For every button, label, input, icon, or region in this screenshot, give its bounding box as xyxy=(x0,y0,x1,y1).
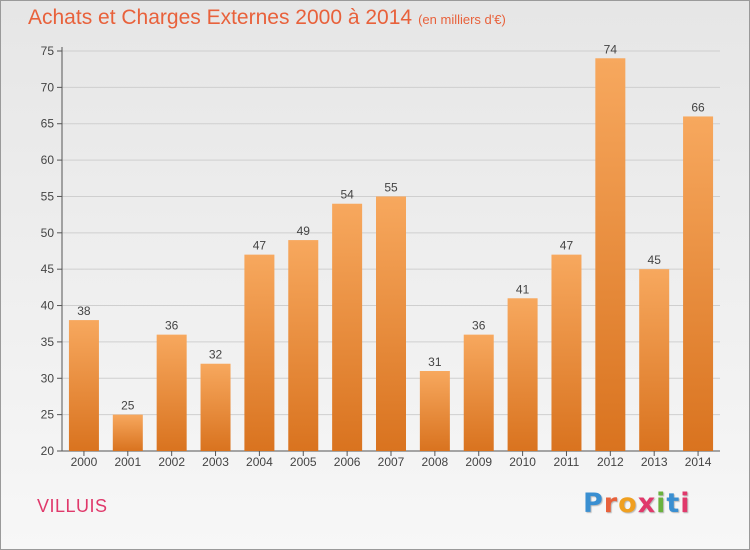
x-tick-label: 2003 xyxy=(202,455,229,469)
x-tick-label: 2008 xyxy=(422,455,449,469)
chart-subtitle: (en milliers d'€) xyxy=(418,12,506,27)
x-tick-label: 2014 xyxy=(685,455,712,469)
y-tick-label: 70 xyxy=(41,80,55,94)
y-tick-label: 40 xyxy=(41,299,55,313)
bar-value-label: 55 xyxy=(384,180,398,194)
logo-letter: i xyxy=(656,488,667,519)
bar xyxy=(200,363,231,451)
x-tick-label: 2011 xyxy=(554,455,580,469)
y-tick-label: 20 xyxy=(41,444,55,458)
bar-value-label: 36 xyxy=(165,319,179,333)
x-tick-label: 2000 xyxy=(71,455,98,469)
bar-value-label: 47 xyxy=(560,239,574,253)
proxiti-logo: Proxiti xyxy=(583,488,691,519)
logo-letter: r xyxy=(603,488,619,519)
bar xyxy=(288,240,319,451)
x-tick-label: 2009 xyxy=(465,455,492,469)
x-tick-label: 2002 xyxy=(158,455,185,469)
bar xyxy=(376,196,406,451)
bar xyxy=(112,414,143,451)
bar-value-label: 54 xyxy=(340,188,354,202)
x-tick-label: 2006 xyxy=(334,455,361,469)
bar xyxy=(419,371,450,451)
bar-value-label: 31 xyxy=(428,355,442,369)
x-tick-label: 2001 xyxy=(114,455,141,469)
chart-title-text: Achats et Charges Externes 2000 à 2014 xyxy=(28,6,413,29)
y-tick-label: 45 xyxy=(41,262,55,276)
x-tick-label: 2010 xyxy=(509,455,536,469)
bar xyxy=(156,334,187,451)
y-tick-label: 55 xyxy=(41,189,55,203)
logo-letter: P xyxy=(583,488,604,519)
bar-value-label: 49 xyxy=(297,224,311,238)
chart-title: Achats et Charges Externes 2000 à 2014 (e… xyxy=(28,6,506,30)
bar-value-label: 38 xyxy=(77,304,91,318)
logo-letter: o xyxy=(618,488,638,519)
y-tick-label: 35 xyxy=(41,335,55,349)
bar xyxy=(463,334,494,451)
y-tick-label: 75 xyxy=(41,44,55,58)
x-tick-label: 2012 xyxy=(597,455,624,469)
bar-value-label: 36 xyxy=(472,319,486,333)
x-tick-label: 2013 xyxy=(641,455,668,469)
bar xyxy=(244,254,275,451)
bar-value-label: 45 xyxy=(648,253,662,267)
y-tick-label: 50 xyxy=(41,226,55,240)
bar xyxy=(551,254,582,451)
logo-letter: x xyxy=(637,488,657,519)
place-name: VILLUIS xyxy=(37,496,108,516)
x-tick-label: 2004 xyxy=(246,455,273,469)
bar-value-label: 25 xyxy=(121,399,135,413)
bar xyxy=(68,320,99,451)
y-tick-label: 65 xyxy=(41,117,55,131)
logo-letter: t xyxy=(666,488,681,519)
bar-value-label: 32 xyxy=(209,348,223,362)
y-tick-label: 60 xyxy=(41,153,55,167)
y-tick-label: 30 xyxy=(41,371,55,385)
bar xyxy=(332,203,363,451)
y-tick-label: 25 xyxy=(41,408,55,422)
bar xyxy=(507,298,538,451)
bar xyxy=(639,269,670,451)
bar-value-label: 41 xyxy=(516,282,530,296)
bar xyxy=(595,58,626,451)
logo-letter: i xyxy=(680,488,691,519)
bar-value-label: 47 xyxy=(253,239,267,253)
bar-value-label: 66 xyxy=(691,100,705,114)
x-tick-label: 2007 xyxy=(378,455,405,469)
bar xyxy=(683,116,714,452)
bar-value-label: 74 xyxy=(604,42,618,56)
x-tick-label: 2005 xyxy=(290,455,317,469)
